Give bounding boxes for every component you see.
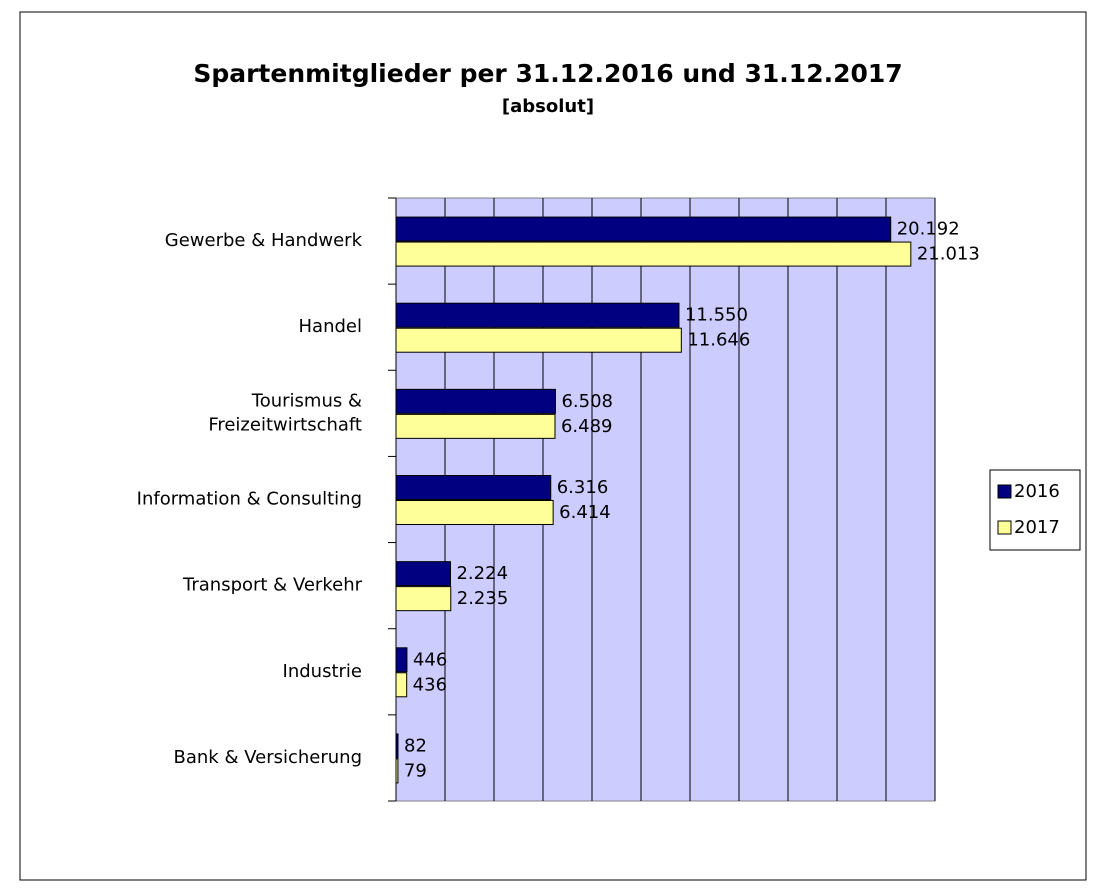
value-label: 6.508 [561, 391, 613, 412]
value-label: 2.235 [457, 588, 509, 609]
bar [395, 302, 680, 328]
bar [395, 327, 682, 353]
chart-subtitle: [absolut] [502, 96, 594, 117]
y-tick-label: Gewerbe & Handwerk [165, 230, 363, 251]
bar [395, 672, 408, 698]
bar [395, 561, 451, 587]
value-label: 11.550 [685, 305, 748, 326]
value-label: 2.224 [456, 563, 508, 584]
bar [395, 647, 408, 673]
bar [395, 388, 556, 414]
value-label: 21.013 [917, 244, 980, 265]
bar [395, 475, 552, 500]
value-label: 436 [413, 674, 447, 695]
value-label: 6.414 [559, 502, 611, 523]
legend-swatch [997, 520, 1012, 535]
y-tick-label: Transport & Verkehr [182, 575, 363, 596]
legend-label: 2016 [1014, 481, 1060, 502]
legend-label: 2017 [1014, 517, 1060, 538]
legend-swatch [997, 484, 1012, 499]
y-tick-label: Handel [299, 316, 362, 337]
y-tick-label: Information & Consulting [137, 489, 362, 510]
y-tick-label: Bank & Versicherung [174, 747, 362, 768]
bar [395, 586, 452, 612]
value-label: 11.646 [687, 330, 750, 351]
value-label: 6.316 [557, 477, 609, 498]
y-tick-label: Tourismus & Freizeitwirtschaft [208, 390, 362, 435]
legend-box [989, 469, 1081, 551]
bar [395, 758, 399, 784]
bar [395, 241, 912, 267]
value-label: 82 [404, 735, 427, 756]
bar [395, 500, 554, 525]
bar [395, 413, 556, 439]
value-label: 446 [413, 649, 447, 670]
chart-title: Spartenmitglieder per 31.12.2016 und 31.… [193, 59, 902, 88]
bar [395, 216, 892, 242]
value-label: 6.489 [561, 416, 613, 437]
value-label: 20.192 [897, 219, 960, 240]
y-tick-label: Industrie [283, 661, 362, 682]
value-label: 79 [404, 760, 427, 781]
bar [395, 733, 399, 759]
